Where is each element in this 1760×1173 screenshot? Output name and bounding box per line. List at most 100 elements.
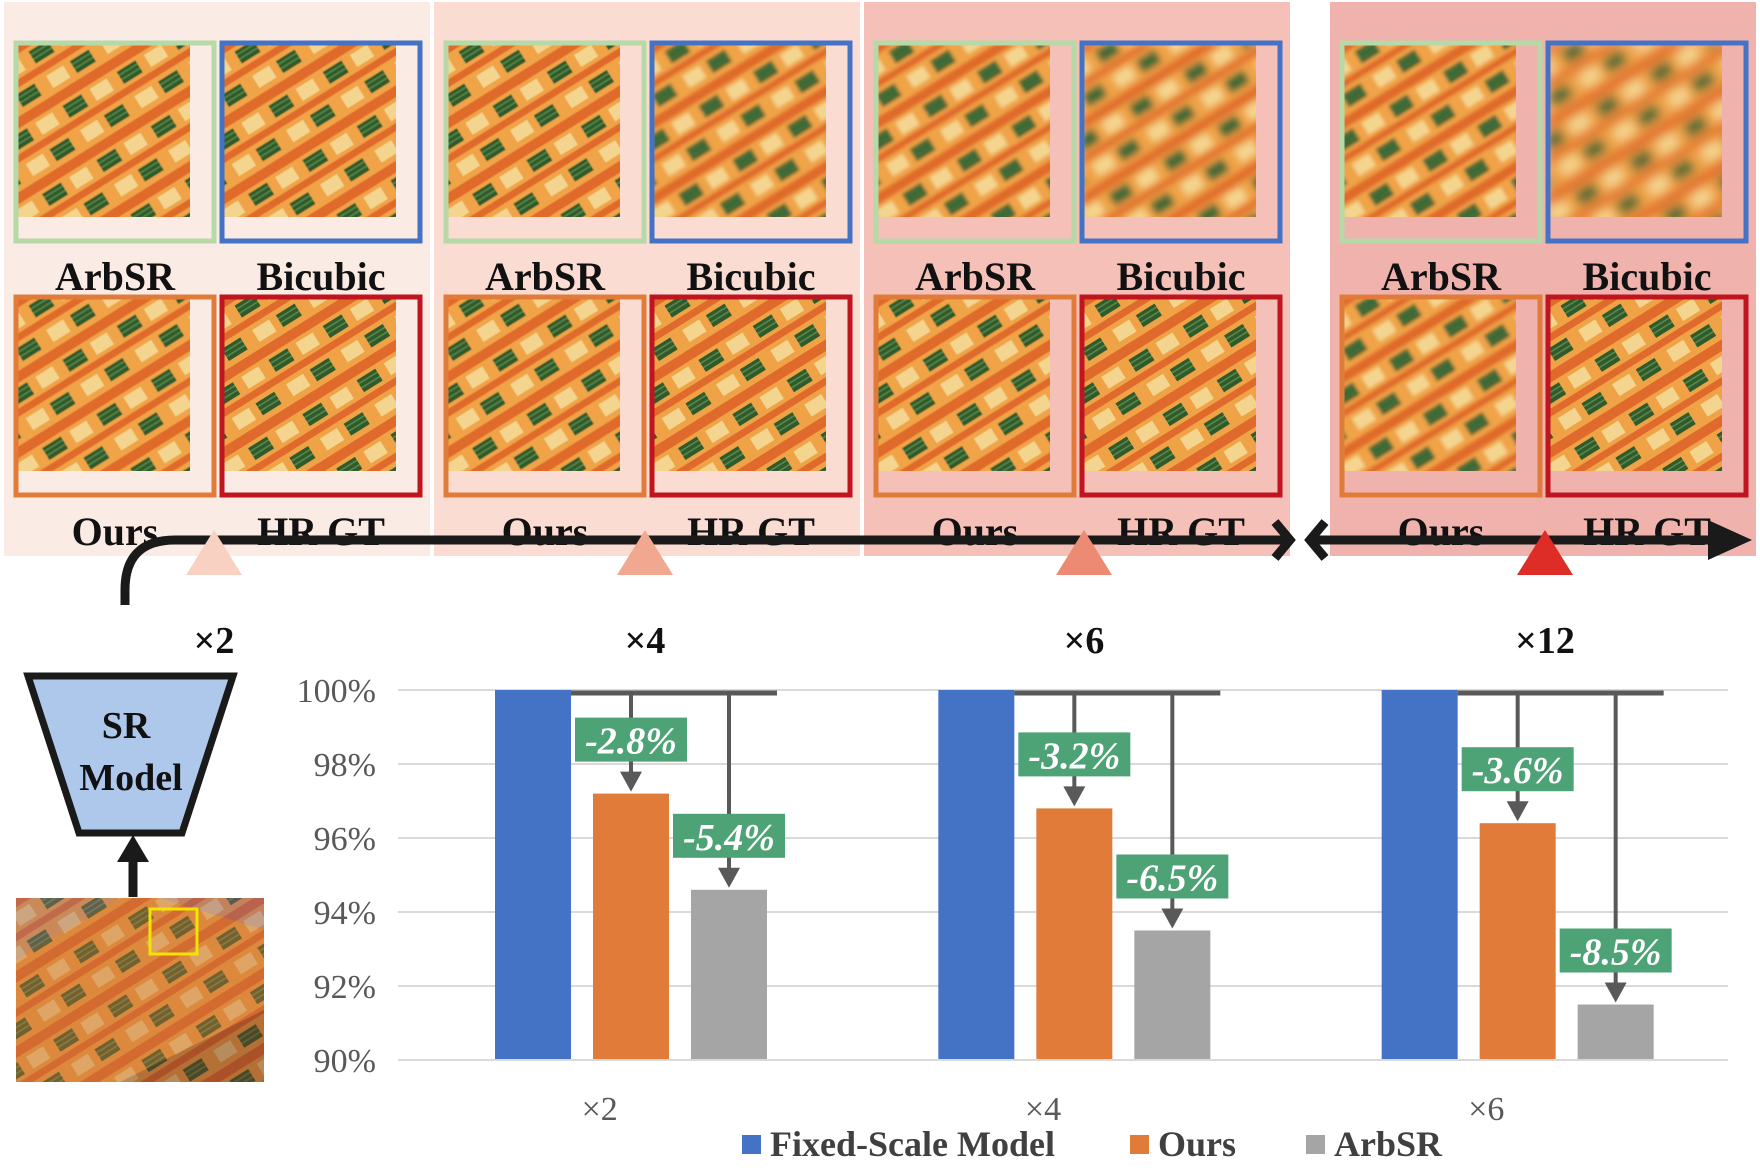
crop-texture: [16, 43, 190, 217]
timeline-arrowhead: [1708, 520, 1752, 560]
crop-frame: [443, 40, 647, 244]
crop-label: Bicubic: [1583, 254, 1712, 299]
crop-frame: [649, 294, 853, 498]
crop-texture: [1342, 297, 1516, 471]
delta-label: -3.6%: [1472, 750, 1564, 792]
crop-image: [446, 43, 620, 217]
crop-hr-gt: HR GT: [1545, 294, 1749, 554]
crop-image: [876, 43, 1050, 217]
crop-frame: [649, 40, 853, 244]
crop-label: Ours: [932, 509, 1019, 554]
crop-label: ArbSR: [55, 254, 176, 299]
x-tick-label: ×6: [1468, 1091, 1504, 1128]
bar-fixed-scale-model: [495, 690, 571, 1060]
drop-arrowhead: [1506, 801, 1529, 822]
scale-timeline: ×2 ×4 ×6 ×12: [120, 519, 1752, 662]
legend-label: Ours: [1158, 1124, 1236, 1164]
panel-4: ArbSR Bicubic Ours HR GT: [434, 2, 860, 556]
crop-frame: [1079, 294, 1283, 498]
bar-fixed-scale-model: [1381, 690, 1458, 1060]
crop-texture: [876, 43, 1050, 217]
timeline-marker: [1517, 530, 1573, 575]
delta-label: -3.2%: [1028, 735, 1120, 777]
timeline-axis-left: [120, 535, 1285, 605]
crop-label: HR GT: [1583, 509, 1711, 554]
crop-label: ArbSR: [485, 254, 606, 299]
bar-arbsr: [1577, 1004, 1654, 1060]
legend-swatch: [1130, 1135, 1149, 1154]
timeline-scale-label: ×4: [625, 620, 666, 662]
crop-bicubic: Bicubic: [219, 40, 423, 299]
bar-arbsr: [691, 889, 767, 1060]
sr-model-label-line1: SR: [102, 705, 151, 747]
y-tick-label: 98%: [314, 747, 376, 784]
crop-label: HR GT: [687, 509, 815, 554]
crop-frame: [13, 40, 217, 244]
crop-hr-gt: HR GT: [649, 294, 853, 554]
crop-frame: [219, 294, 423, 498]
delta-badge: [575, 717, 687, 762]
legend-swatch: [742, 1135, 761, 1154]
input-photo-texture: [16, 898, 264, 1082]
crop-image: [16, 297, 190, 471]
delta-badge: [1018, 732, 1131, 777]
drop-arrowhead: [620, 771, 642, 792]
delta-badge: [673, 813, 785, 858]
y-tick-label: 92%: [314, 969, 376, 1006]
crop-label: Bicubic: [257, 254, 386, 299]
crop-label: HR GT: [257, 509, 385, 554]
crop-texture: [222, 297, 396, 471]
axis-break-right: [1304, 519, 1329, 561]
bar-ours: [593, 793, 669, 1060]
sr-model-shape: [23, 672, 238, 837]
crop-image: [1548, 43, 1722, 217]
delta-label: -2.8%: [585, 721, 677, 763]
delta-badge: [1116, 854, 1229, 899]
crop-image: [446, 297, 620, 471]
crop-hr-gt: HR GT: [219, 294, 423, 554]
crop-frame: [1339, 40, 1543, 244]
crop-frame: [1339, 294, 1543, 498]
crop-texture: [1082, 297, 1256, 471]
drop-arrowhead: [1604, 982, 1627, 1003]
crop-texture: [1082, 43, 1256, 217]
crop-label: HR GT: [1117, 509, 1245, 554]
crop-image: [652, 297, 826, 471]
crop-texture: [652, 43, 826, 217]
sr-model-label-line2: Model: [79, 757, 182, 799]
crop-image: [652, 43, 826, 217]
crop-ours: Ours: [873, 294, 1077, 554]
timeline-marker: [617, 530, 673, 575]
legend-label: Fixed-Scale Model: [770, 1124, 1055, 1164]
delta-label: -6.5%: [1126, 858, 1218, 900]
crop-frame: [443, 294, 647, 498]
bar-ours: [1036, 808, 1113, 1060]
y-tick-label: 100%: [297, 673, 376, 710]
delta-badge: [1559, 928, 1672, 973]
crop-texture: [16, 297, 190, 471]
crop-bicubic: Bicubic: [1079, 40, 1283, 299]
input-arrowhead: [117, 835, 149, 862]
crop-arbsr: ArbSR: [13, 40, 217, 299]
crop-label: Bicubic: [687, 254, 816, 299]
crop-image: [222, 43, 396, 217]
crop-image: [1082, 297, 1256, 471]
crop-ours: Ours: [1339, 294, 1543, 554]
crop-image: [1342, 297, 1516, 471]
legend-swatch: [1306, 1135, 1325, 1154]
crop-image: [16, 43, 190, 217]
timeline-scale-label: ×12: [1515, 620, 1575, 662]
crop-frame: [219, 40, 423, 244]
crop-ours: Ours: [13, 294, 217, 554]
crop-arbsr: ArbSR: [1339, 40, 1543, 299]
delta-badge: [1461, 747, 1574, 792]
sr-model-block: SR Model: [23, 672, 238, 837]
panel-6: ArbSR Bicubic Ours HR GT: [864, 2, 1290, 556]
crop-label: Ours: [502, 509, 589, 554]
y-tick-label: 90%: [314, 1043, 376, 1080]
delta-label: -8.5%: [1570, 932, 1662, 974]
crop-texture: [1548, 297, 1722, 471]
panel-12: ArbSR Bicubic Ours HR GT: [1330, 2, 1756, 556]
input-photo: [16, 898, 264, 1082]
